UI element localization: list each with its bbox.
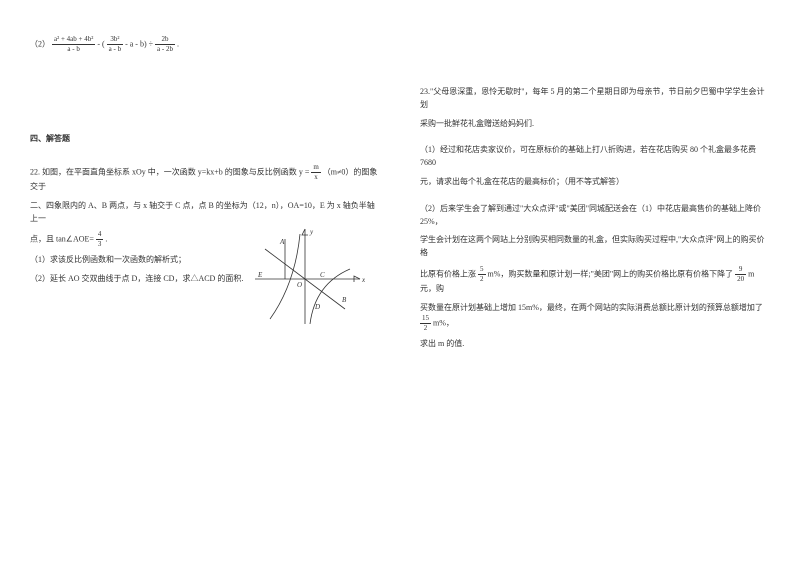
q23-p1a: （1）经过和花店卖家议价，可在原标价的基础上打八折购进，若在花店购买 80 个礼… — [420, 144, 770, 170]
svg-text:C: C — [320, 271, 325, 279]
q23-p2c-b: m%，购买数量和原计划一样;"美团"网上的购买价格比原有价格下降了 — [488, 269, 734, 278]
q22-line3a: 点，且 tan∠AOE= — [30, 235, 96, 244]
minus-text: - ( — [97, 39, 104, 48]
q23-p2d-b: m%， — [433, 318, 454, 327]
q22-line3b: . — [105, 235, 107, 244]
q22-line1: 22. 如图，在平面直角坐标系 xOy 中，一次函数 y=kx+b 的图象与反比… — [30, 164, 380, 194]
svg-text:x: x — [361, 276, 366, 284]
frac-9-20: 9 20 — [735, 266, 746, 283]
svg-text:B: B — [342, 296, 347, 304]
q23-line1: 23."父母恩深重，恩怜无歇时"，每年 5 月的第二个星期日即为母亲节，节日前夕… — [420, 86, 770, 112]
svg-text:A: A — [279, 238, 285, 246]
q22-y-eq: y = — [299, 167, 312, 176]
q23-p2b: 学生会计划在这两个网站上分别购买相同数量的礼盒，但实际购买过程中,"大众点评"网… — [420, 234, 770, 260]
q22-text-a: 22. 如图，在平面直角坐标系 xOy 中，一次函数 y=kx+b 的图象与反比… — [30, 167, 299, 176]
q23-p1b: 元，请求出每个礼盒在花店的最高标价；（用不等式解答） — [420, 176, 770, 189]
svg-text:E: E — [257, 271, 263, 279]
expr-prefix: （2） — [30, 39, 50, 48]
q23-p2a: （2）后来学生会了解到通过"大众点评"或"美团"同城配送会在（1）中花店最高售价… — [420, 203, 770, 229]
q23-p2d-a: 买数量在原计划基础上增加 15m%，最终，在两个网站的实际消费总额比原计划的预算… — [420, 303, 763, 312]
q22-frac: m x — [311, 164, 320, 181]
svg-text:D: D — [314, 303, 320, 311]
q23-p2c: 比原有价格上涨 5 2 m%，购买数量和原计划一样;"美团"网上的购买价格比原有… — [420, 266, 770, 296]
frac-2: 3b² a - b — [107, 36, 123, 53]
frac-15-2: 15 2 — [420, 315, 431, 332]
q23-line2: 采购一批鲜花礼盒赠送给妈妈们. — [420, 118, 770, 131]
frac-5-2: 5 2 — [478, 266, 486, 283]
frac-1: a² + 4ab + 4b² a - b — [52, 36, 95, 53]
q22-line2: 二、四象限内的 A、B 两点，与 x 轴交于 C 点，点 B 的坐标为（12，n… — [30, 200, 380, 226]
right-column: 23."父母恩深重，恩怜无歇时"，每年 5 月的第二个星期日即为母亲节，节日前夕… — [400, 0, 800, 565]
q23-p2c-a: 比原有价格上涨 — [420, 269, 476, 278]
section-title: 四、解答题 — [30, 133, 380, 144]
svg-text:O: O — [297, 281, 302, 289]
question-22: 22. 如图，在平面直角坐标系 xOy 中，一次函数 y=kx+b 的图象与反比… — [30, 164, 380, 286]
expr-suffix: . — [177, 39, 179, 48]
expression-2: （2） a² + 4ab + 4b² a - b - ( 3b² a - b -… — [30, 36, 380, 53]
frac-3: 2b a - 2b — [155, 36, 175, 53]
q22-tan-frac: 4 3 — [96, 231, 104, 248]
coordinate-figure: y x O A E C B D — [250, 224, 370, 334]
left-column: （2） a² + 4ab + 4b² a - b - ( 3b² a - b -… — [0, 0, 400, 565]
mid-text: - a - b) ÷ — [125, 39, 155, 48]
svg-text:y: y — [309, 228, 314, 236]
q23-p2e: 求出 m 的值. — [420, 338, 770, 351]
q23-p2d: 买数量在原计划基础上增加 15m%，最终，在两个网站的实际消费总额比原计划的预算… — [420, 302, 770, 332]
